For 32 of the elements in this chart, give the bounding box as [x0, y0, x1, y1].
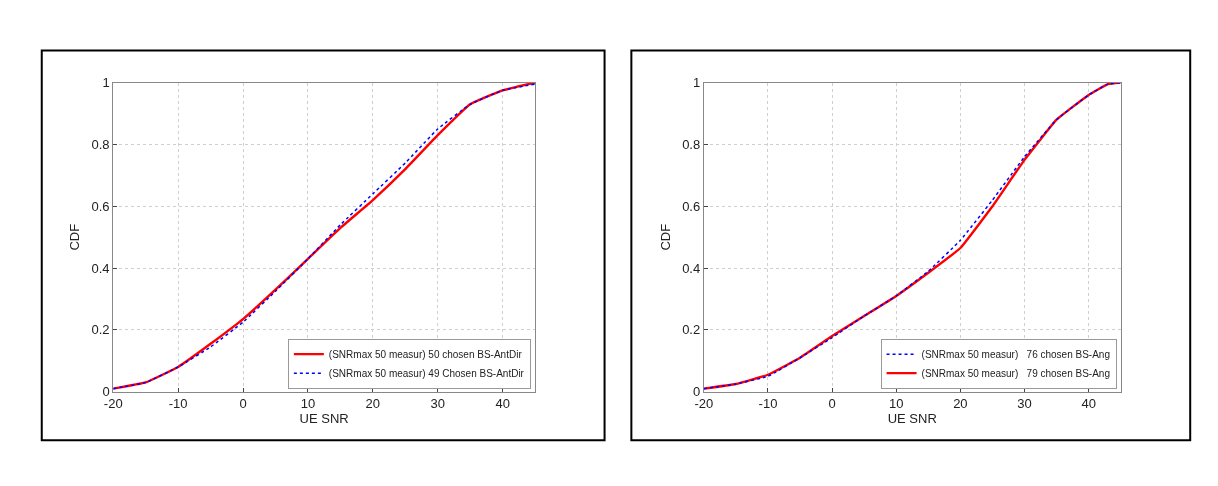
y-tick-label: 1	[102, 75, 110, 91]
x-tick-label: 0	[239, 396, 247, 412]
x-axis-title: UE SNR	[299, 411, 349, 427]
x-tick-label: 20	[953, 396, 968, 412]
x-tick-label: 0	[828, 396, 836, 412]
x-tick-label: 40	[1081, 396, 1096, 412]
x-tick-label: 30	[1017, 396, 1032, 412]
x-tick-label: 30	[430, 396, 445, 412]
x-axis-title: UE SNR	[887, 411, 937, 427]
y-tick-label: 0.2	[91, 322, 110, 338]
x-tick-label: 10	[300, 396, 316, 412]
y-tick-label: 0.2	[682, 322, 701, 338]
legend-label: (SNRmax 50 measur) 50 chosen BS-AntDir	[328, 349, 523, 361]
y-tick-label: 0.6	[682, 198, 701, 214]
y-tick-label: 0.6	[91, 198, 110, 214]
legend-label: (SNRmax 50 measur) 49 Chosen BS-AntDir	[328, 368, 525, 380]
y-tick-label: 1	[692, 75, 701, 91]
y-tick-label: 0.4	[91, 260, 110, 276]
y-tick-label: 0.8	[682, 136, 701, 152]
x-tick-label: 20	[365, 396, 381, 412]
line-series	[113, 82, 536, 390]
x-tick-label: -10	[168, 396, 188, 412]
x-tick-label: 10	[889, 396, 904, 412]
line-series	[703, 82, 1121, 390]
x-tick-label: -10	[758, 396, 778, 412]
x-tick-label: 40	[495, 396, 510, 412]
y-axis-title: CDF	[67, 223, 83, 251]
y-tick-label: 0.4	[682, 260, 701, 276]
legend-label: (SNRmax 50 measur) 79 chosen BS-Ang	[921, 368, 1110, 380]
y-tick-label: 0.8	[91, 136, 110, 152]
y-axis-title: CDF	[658, 223, 674, 251]
legend-label: (SNRmax 50 measur) 76 chosen BS-Ang	[921, 349, 1110, 361]
